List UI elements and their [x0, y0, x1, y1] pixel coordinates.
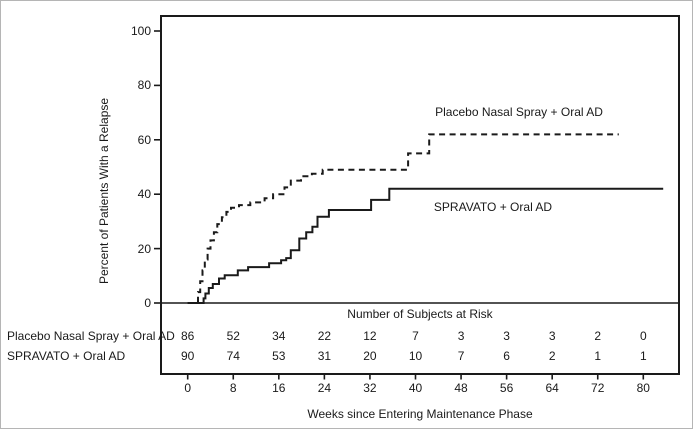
risk-table-value: 53	[272, 349, 286, 363]
x-tick-label: 80	[636, 381, 650, 395]
risk-table-value: 6	[503, 349, 510, 363]
x-tick-label: 48	[454, 381, 468, 395]
y-tick-label: 100	[130, 24, 151, 38]
risk-table-value: 3	[503, 329, 510, 343]
risk-table-value: 34	[272, 329, 286, 343]
risk-table-value: 22	[317, 329, 332, 343]
risk-table-value: 0	[639, 329, 647, 343]
x-tick-label: 32	[363, 381, 377, 395]
x-tick-label: 8	[229, 381, 237, 395]
risk-table-value: 12	[363, 329, 377, 343]
risk-row-label-spravato: SPRAVATO + Oral AD	[7, 349, 126, 363]
risk-table-value: 86	[181, 329, 195, 343]
x-axis-ticks	[186, 374, 645, 380]
risk-table-value: 1	[594, 349, 602, 363]
x-axis-title: Weeks since Entering Maintenance Phase	[307, 407, 533, 421]
risk-table-value: 31	[317, 349, 332, 363]
spravato-curve	[187, 187, 664, 304]
y-tick-label: 40	[137, 187, 151, 202]
placebo-curve-label: Placebo Nasal Spray + Oral AD	[435, 105, 603, 119]
spravato-curve-label: SPRAVATO + Oral AD	[433, 200, 553, 214]
y-axis-ticks	[154, 30, 161, 304]
x-tick-label: 0	[184, 381, 192, 395]
risk-row-label-placebo: Placebo Nasal Spray + Oral AD	[7, 329, 175, 343]
risk-table-value: 74	[226, 349, 240, 363]
risk-table-value: 52	[226, 329, 240, 343]
risk-table-value: 2	[594, 329, 602, 343]
risk-table-value: 3	[457, 329, 465, 343]
y-tick-label: 0	[144, 296, 151, 310]
risk-table-value: 1	[639, 349, 647, 363]
y-tick-label: 60	[137, 132, 151, 147]
risk-table-value: 90	[181, 349, 195, 363]
x-tick-label: 40	[408, 381, 423, 395]
x-tick-label: 64	[545, 381, 559, 395]
risk-table-value: 7	[412, 329, 419, 343]
risk-table-value: 7	[457, 349, 465, 363]
risk-table-title: Number of Subjects at Risk	[347, 307, 493, 321]
risk-table-value: 10	[408, 349, 423, 363]
risk-table-value: 20	[363, 349, 377, 363]
x-tick-label: 56	[499, 381, 514, 395]
x-tick-label: 24	[317, 381, 332, 395]
risk-table-value: 2	[548, 349, 556, 363]
y-tick-label: 80	[137, 78, 151, 93]
y-tick-label: 20	[137, 241, 151, 256]
risk-table-value: 3	[548, 329, 556, 343]
y-axis-title: Percent of Patients With a Relapse	[97, 97, 111, 285]
x-tick-label: 72	[591, 381, 605, 395]
x-tick-label: 16	[272, 381, 286, 395]
placebo-curve	[187, 133, 619, 304]
